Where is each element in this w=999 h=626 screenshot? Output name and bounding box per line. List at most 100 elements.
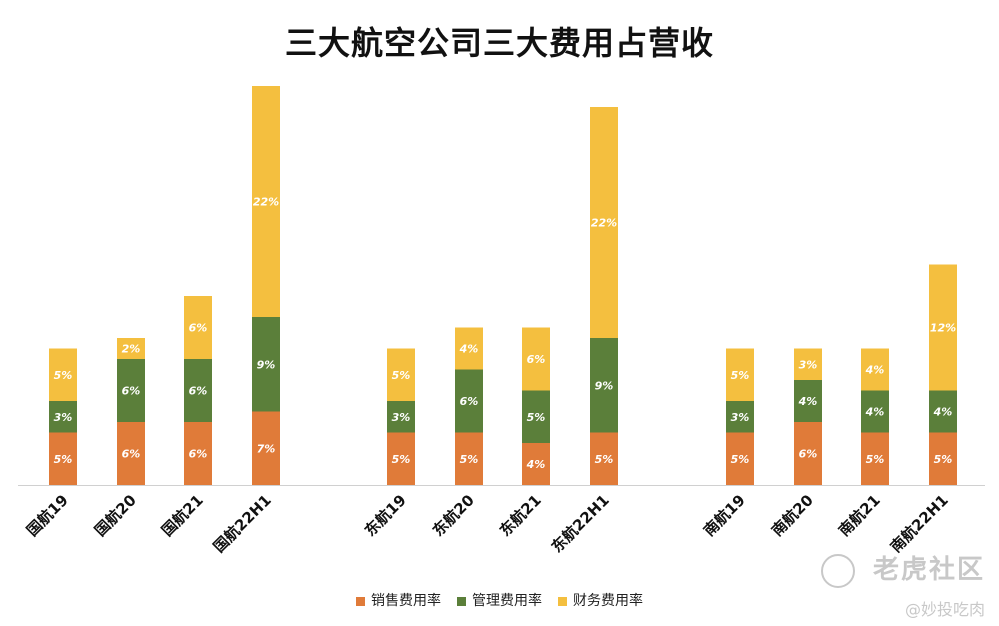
bar-segment bbox=[794, 422, 822, 485]
legend-item: 管理费用率 bbox=[457, 590, 542, 610]
category-label: 东航19 bbox=[361, 491, 410, 540]
data-label: 5% bbox=[595, 453, 614, 466]
bar-segment bbox=[252, 86, 280, 317]
category-label: 国航19 bbox=[23, 491, 72, 540]
data-label: 6% bbox=[189, 385, 208, 398]
bar-segment bbox=[387, 432, 415, 485]
data-label: 3% bbox=[799, 358, 818, 371]
data-label: 6% bbox=[460, 395, 479, 408]
data-label: 5% bbox=[866, 453, 885, 466]
data-label: 22% bbox=[591, 217, 617, 230]
data-label: 5% bbox=[54, 369, 73, 382]
data-label: 12% bbox=[930, 322, 956, 335]
data-label: 9% bbox=[595, 379, 614, 392]
data-label: 5% bbox=[731, 453, 750, 466]
bar-segment bbox=[455, 369, 483, 433]
data-label: 6% bbox=[799, 448, 818, 461]
legend-label: 管理费用率 bbox=[472, 593, 542, 609]
data-label: 5% bbox=[54, 453, 73, 466]
data-label: 4% bbox=[865, 364, 885, 377]
category-label: 东航22H1 bbox=[548, 491, 613, 556]
bar-segment bbox=[929, 264, 957, 391]
bar-segment bbox=[794, 380, 822, 422]
bar-segment bbox=[117, 422, 145, 485]
data-label: 5% bbox=[460, 453, 479, 466]
category-label: 南航19 bbox=[700, 491, 749, 540]
bar-segment bbox=[387, 401, 415, 433]
legend-label: 销售费用率 bbox=[371, 593, 441, 609]
watermark-brand: 老虎社区 bbox=[872, 555, 985, 585]
bar-segment bbox=[590, 338, 618, 433]
bar-segment bbox=[861, 432, 889, 485]
bar-segment bbox=[184, 296, 212, 359]
bar-segment bbox=[726, 348, 754, 401]
bar-segment bbox=[387, 348, 415, 401]
data-label: 5% bbox=[934, 453, 953, 466]
category-label: 国航20 bbox=[91, 491, 140, 540]
bar-segment bbox=[522, 443, 550, 485]
bar-segment bbox=[522, 327, 550, 391]
bar-segment bbox=[590, 432, 618, 485]
chart-title: 三大航空公司三大费用占营收 bbox=[284, 24, 714, 62]
watermark: 老虎社区 @妙投吃肉 bbox=[820, 554, 985, 620]
data-label: 5% bbox=[731, 369, 750, 382]
legend: 销售费用率 管理费用率 财务费用率 bbox=[0, 590, 999, 610]
data-label: 9% bbox=[257, 358, 276, 371]
data-label: 6% bbox=[122, 448, 141, 461]
data-label: 6% bbox=[189, 448, 208, 461]
bar-segment bbox=[184, 359, 212, 422]
bar-segment bbox=[726, 401, 754, 433]
legend-swatch bbox=[356, 596, 365, 606]
data-label: 4% bbox=[933, 406, 953, 419]
watermark-user: @妙投吃肉 bbox=[904, 600, 985, 619]
bar-segment bbox=[455, 327, 483, 370]
category-label: 南航20 bbox=[768, 491, 817, 540]
data-label: 5% bbox=[392, 369, 411, 382]
legend-swatch bbox=[558, 596, 567, 606]
bar-segment bbox=[794, 348, 822, 380]
bar-segment bbox=[49, 432, 77, 485]
bar-segment bbox=[184, 422, 212, 485]
bar-segment bbox=[726, 432, 754, 485]
data-label: 5% bbox=[392, 453, 411, 466]
bar-segment bbox=[49, 348, 77, 401]
bar-segment bbox=[117, 359, 145, 422]
data-label: 4% bbox=[865, 406, 885, 419]
data-label: 3% bbox=[731, 411, 750, 424]
category-label: 东航21 bbox=[496, 491, 545, 540]
legend-swatch bbox=[457, 596, 466, 606]
bar-segment bbox=[522, 390, 550, 443]
category-label: 南航22H1 bbox=[887, 491, 952, 556]
bar-segment bbox=[929, 432, 957, 485]
category-label: 国航22H1 bbox=[210, 491, 275, 556]
bar-segment bbox=[861, 390, 889, 433]
bar-segment bbox=[49, 401, 77, 433]
bar-segment bbox=[117, 338, 145, 359]
data-label: 7% bbox=[257, 442, 276, 455]
bar-segment bbox=[590, 107, 618, 338]
bar-segment bbox=[455, 432, 483, 485]
data-label: 3% bbox=[392, 411, 411, 424]
bar-segment bbox=[861, 348, 889, 391]
legend-item: 财务费用率 bbox=[558, 590, 643, 610]
category-label: 国航21 bbox=[158, 491, 207, 540]
bar-segment bbox=[929, 390, 957, 433]
data-label: 4% bbox=[526, 458, 546, 471]
data-label: 3% bbox=[54, 411, 73, 424]
category-label: 南航21 bbox=[835, 491, 884, 540]
data-label: 6% bbox=[122, 385, 141, 398]
legend-label: 财务费用率 bbox=[573, 593, 643, 609]
data-label: 4% bbox=[459, 343, 479, 356]
data-label: 6% bbox=[189, 322, 208, 335]
data-label: 2% bbox=[122, 343, 141, 356]
category-label: 东航20 bbox=[429, 491, 478, 540]
data-label: 4% bbox=[798, 395, 818, 408]
data-label: 6% bbox=[527, 353, 546, 366]
bar-segment bbox=[252, 317, 280, 412]
legend-item: 销售费用率 bbox=[356, 590, 441, 610]
data-label: 5% bbox=[527, 411, 546, 424]
data-label: 22% bbox=[253, 196, 279, 209]
bar-segment bbox=[252, 411, 280, 485]
tiger-logo-icon bbox=[820, 554, 855, 588]
